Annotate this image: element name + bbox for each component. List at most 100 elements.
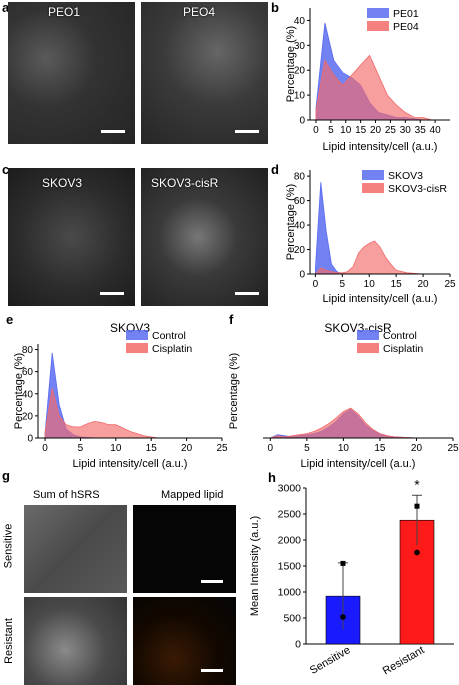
legend-label: SKOV3-cisR: [388, 183, 447, 195]
x-tick-label: 25: [385, 125, 397, 136]
x-tick-label: 20: [370, 125, 382, 136]
legend-label: Cisplatin: [152, 343, 192, 355]
y-axis-label: Percentage (%): [13, 353, 25, 429]
y-tick-label: 20: [294, 66, 306, 77]
x-tick-label: 20: [418, 279, 430, 290]
legend-swatch: [357, 343, 379, 353]
x-axis-label: Lipid intensity/cell (a.u.): [73, 458, 188, 470]
micrograph-title: PEO4: [183, 5, 216, 19]
x-tick-label: 15: [146, 443, 158, 454]
y-tick-label: 60: [294, 196, 306, 207]
micrograph-title: SKOV3: [42, 176, 83, 190]
legend-swatch: [362, 170, 384, 180]
x-tick-label: 10: [110, 443, 122, 454]
row-label-sensitive: Sensitive: [2, 523, 15, 569]
micrograph-sensitive-lipid: [133, 505, 236, 593]
micrograph-title: SKOV3-cisR: [151, 176, 219, 190]
y-tick-label: 20: [22, 411, 34, 422]
x-axis-label: Lipid intensity/cell (a.u.): [301, 458, 416, 470]
x-tick-label: 0: [42, 443, 48, 454]
y-tick-label: 40: [294, 221, 306, 232]
data-point: [414, 503, 420, 509]
y-tick-label: 80: [294, 172, 306, 183]
panel-label-a: a: [2, 0, 10, 15]
chart-d: d 0 5 10 15 20 25 0 20 40 60 80 Lipid intensity/cell…: [271, 162, 456, 305]
x-axis-label: Lipid intensity/cell (a.u.): [323, 141, 438, 153]
x-tick-label: 40: [430, 125, 442, 136]
x-tick-label: 25: [447, 443, 459, 454]
scale-bar: [101, 130, 125, 133]
legend-swatch: [367, 21, 389, 31]
y-axis-label: Percentage (%): [229, 353, 240, 429]
scale-bar: [201, 669, 223, 672]
column-title-sum: Sum of hSRS: [33, 489, 100, 501]
y-tick-label: 0: [299, 270, 305, 281]
legend-label: SKOV3: [388, 170, 423, 182]
x-tick-label: 15: [374, 443, 386, 454]
chart-h: h 0 500 1000 1500 2000 2500 3000 Sensitive Resist…: [249, 470, 454, 678]
legend-label: Control: [383, 330, 417, 342]
micrograph-sensitive-sum: [24, 505, 127, 593]
scale-bar: [100, 292, 124, 295]
panel-label-e: e: [6, 312, 13, 327]
micrograph-skov3: SKOV3: [8, 168, 135, 306]
x-tick-label: 15: [391, 279, 403, 290]
scale-bar: [235, 292, 259, 295]
x-tick-label: 10: [338, 443, 350, 454]
micrograph-peo4: PEO4: [141, 2, 268, 144]
y-tick-label: 60: [22, 367, 34, 378]
y-tick-label: 20: [294, 245, 306, 256]
y-tick-label: 40: [22, 389, 34, 400]
legend-label: Cisplatin: [383, 343, 423, 355]
y-axis-label: Mean Intensity (a.u.): [249, 516, 261, 616]
column-title-mapped: Mapped lipid: [161, 489, 224, 501]
series-area-1: [44, 352, 222, 439]
data-point: [414, 549, 420, 556]
micrograph-title: PEO1: [48, 5, 81, 19]
legend-label: PE01: [393, 8, 419, 20]
x-tick-label: 20: [411, 443, 423, 454]
x-tick-label: 30: [400, 125, 412, 136]
x-tick-label: 10: [364, 279, 376, 290]
legend-swatch: [367, 8, 389, 18]
y-tick-label: 1500: [278, 561, 302, 573]
series-area-2: [44, 388, 222, 439]
panel-label-f: f: [229, 312, 234, 327]
micrograph-skov3-cisr: SKOV3-cisR: [141, 168, 268, 306]
x-tick-label: 0: [313, 279, 319, 290]
y-tick-label: 30: [294, 41, 306, 52]
x-tick-label: 25: [444, 279, 456, 290]
y-tick-label: 3000: [278, 483, 302, 495]
x-tick-label: 0: [268, 443, 274, 454]
x-tick-label: 5: [340, 279, 346, 290]
panel-label-g: g: [2, 468, 10, 483]
x-tick-label: 5: [328, 125, 334, 136]
y-tick-label: 0: [299, 116, 305, 127]
scale-bar: [201, 580, 223, 583]
y-tick-label: 0: [295, 639, 301, 651]
x-tick-label: Sensitive: [308, 644, 353, 677]
panel-label-h: h: [268, 470, 276, 485]
y-tick-label: 500: [283, 613, 301, 625]
legend-label: Control: [152, 330, 186, 342]
x-tick-label: Resistant: [381, 644, 427, 677]
x-axis-label: Lipid intensity/cell (a.u.): [323, 293, 438, 305]
series-area-2: [270, 407, 453, 439]
micrograph-peo1: PEO1: [8, 2, 135, 144]
legend-swatch: [357, 330, 379, 340]
x-tick-label: 20: [181, 443, 193, 454]
x-tick-label: 5: [78, 443, 84, 454]
data-point: [340, 614, 346, 620]
data-point: [340, 560, 346, 566]
micrograph-resistant-sum: [24, 597, 127, 685]
y-tick-label: 40: [294, 16, 306, 27]
series-area-2: [315, 240, 450, 275]
panel-label-c: c: [2, 162, 10, 177]
x-tick-label: 35: [415, 125, 427, 136]
y-tick-label: 10: [294, 91, 306, 102]
y-tick-label: 2500: [278, 509, 302, 521]
x-tick-label: 25: [216, 443, 228, 454]
panel-label-d: d: [271, 162, 279, 177]
